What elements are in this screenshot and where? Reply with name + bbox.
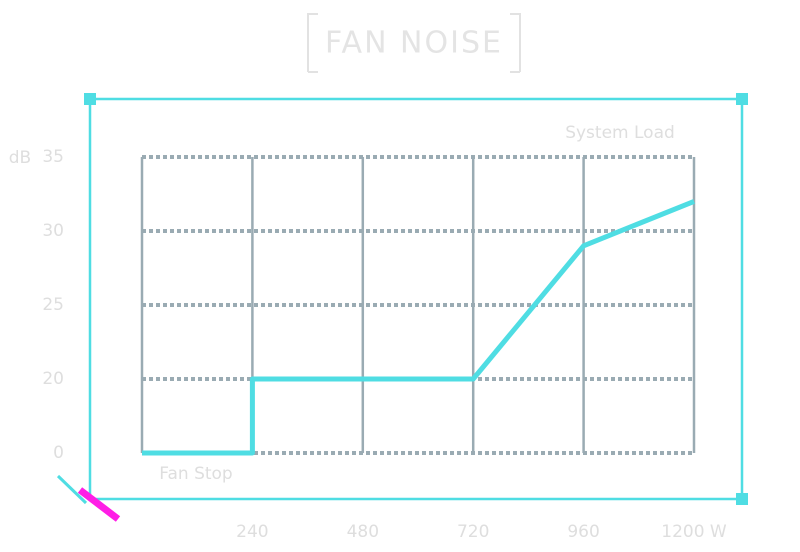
plot-frame <box>88 97 744 501</box>
y-tick-label: 35 <box>42 147 64 167</box>
y-tick-label: 30 <box>42 221 64 241</box>
x-tick-label: 1200 W <box>661 522 727 542</box>
decoration <box>56 474 88 505</box>
frame-corner <box>84 93 96 105</box>
data-line <box>142 199 695 456</box>
annotation: Fan Stop <box>159 464 232 484</box>
x-tick-label: 480 <box>347 522 379 542</box>
x-tick-label: 960 <box>567 522 599 542</box>
title-frame <box>307 13 521 73</box>
y-axis-label: dB <box>9 148 31 168</box>
frame-corner <box>736 493 748 505</box>
chart-title: FAN NOISE <box>325 26 503 61</box>
y-tick-label: 0 <box>53 443 64 463</box>
x-axis-label: System Load <box>565 123 675 143</box>
y-tick-label: 20 <box>42 369 64 389</box>
decoration <box>77 487 121 522</box>
plot: 240 480 720 960 1200 W 0 20 25 30 35 <box>42 147 727 542</box>
y-tick-label: 25 <box>42 295 64 315</box>
x-tick-label: 720 <box>457 522 489 542</box>
x-tick-label: 240 <box>236 522 268 542</box>
frame-corner <box>736 93 748 105</box>
